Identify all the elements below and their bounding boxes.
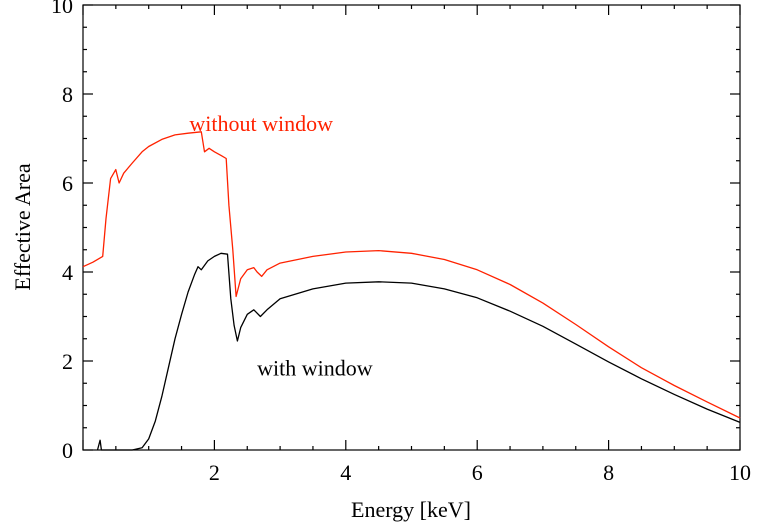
x-tick-label: 10 (729, 460, 751, 485)
annotation-without-window: without window (189, 111, 333, 136)
annotation-with-window: with window (257, 356, 373, 381)
series-without-window (82, 131, 741, 419)
x-axis-title: Energy [keV] (351, 497, 471, 522)
y-tick-label: 4 (62, 260, 73, 285)
y-tick-label: 8 (62, 82, 73, 107)
y-tick-label: 10 (51, 0, 73, 18)
tick-labels: 2 4 6 8 10 0 2 4 6 8 10 (51, 0, 751, 485)
y-tick-label: 6 (62, 171, 73, 196)
plot-frame (82, 4, 741, 451)
x-tick-label: 4 (340, 460, 351, 485)
y-axis-title: Effective Area (10, 163, 35, 290)
x-tick-label: 6 (472, 460, 483, 485)
x-tick-label: 2 (209, 460, 220, 485)
series-with-window (96, 252, 741, 451)
axis-ticks (82, 4, 741, 451)
x-tick-label: 8 (603, 460, 614, 485)
y-tick-label: 0 (62, 438, 73, 463)
y-tick-label: 2 (62, 349, 73, 374)
series-layer (82, 131, 741, 451)
